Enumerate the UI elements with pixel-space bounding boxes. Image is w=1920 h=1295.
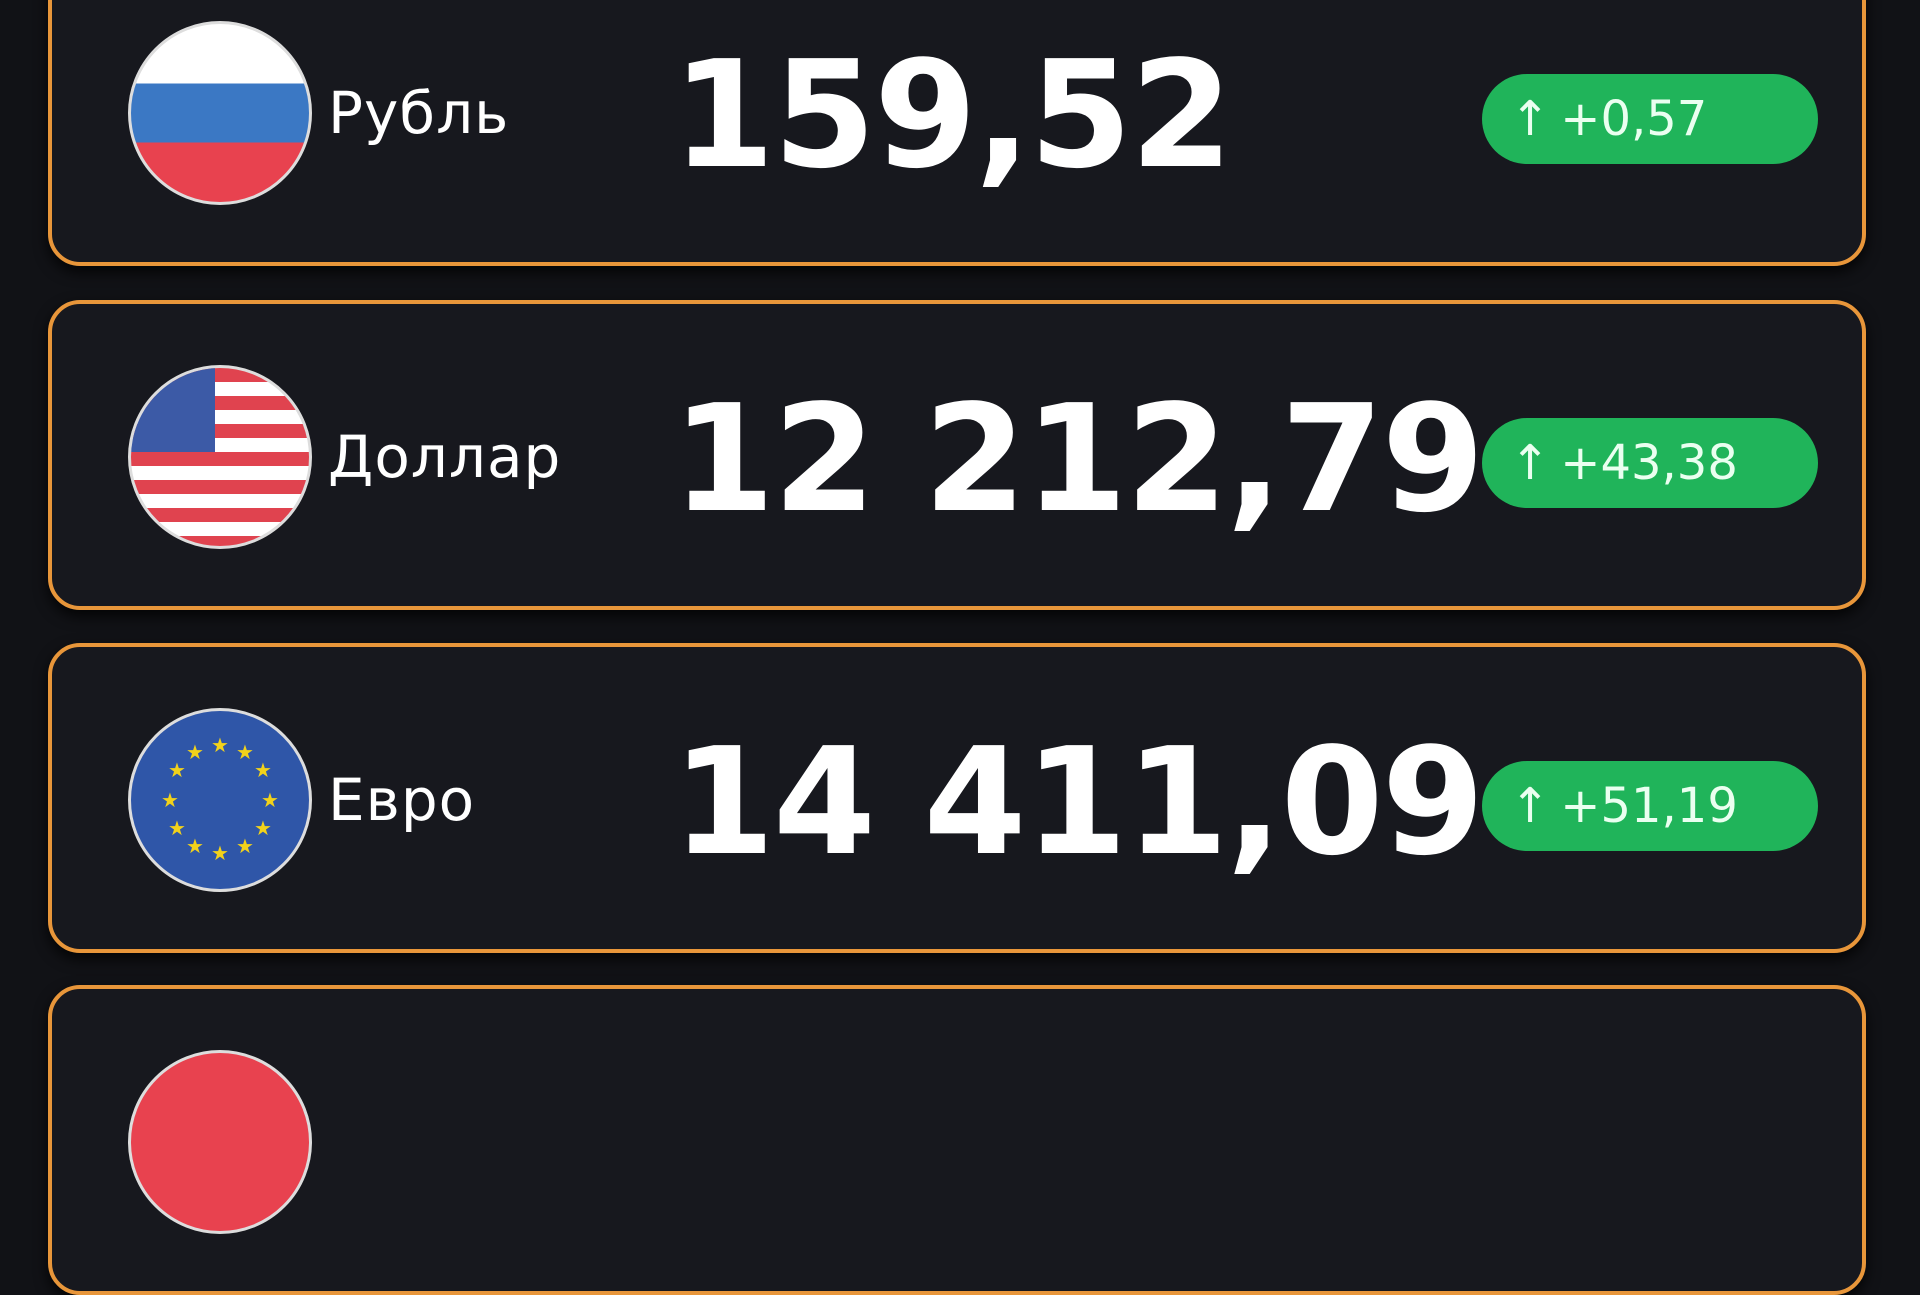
currency-value: 159,52 <box>672 29 1233 201</box>
change-badge: ↑ +51,19 <box>1482 761 1818 851</box>
currency-name: Доллар <box>328 423 562 491</box>
china-flag-icon <box>128 1050 312 1234</box>
usa-flag-icon <box>128 365 312 549</box>
eu-flag-icon: ★ ★ ★ ★ ★ ★ ★ ★ ★ ★ ★ ★ <box>128 708 312 892</box>
change-badge: ↑ +43,38 <box>1482 418 1818 508</box>
svg-text:★: ★ <box>236 834 254 858</box>
svg-text:★: ★ <box>261 788 279 812</box>
svg-text:★: ★ <box>211 733 229 757</box>
usa-flag-canton <box>131 368 215 452</box>
currency-name: Евро <box>328 766 476 834</box>
svg-text:★: ★ <box>186 834 204 858</box>
svg-text:★: ★ <box>161 788 179 812</box>
arrow-up-icon: ↑ <box>1510 778 1551 834</box>
svg-text:★: ★ <box>254 758 272 782</box>
change-badge: ↑ +0,57 <box>1482 74 1818 164</box>
currency-value: 12 212,79 <box>672 373 1485 545</box>
currency-value: 14 411,09 <box>672 716 1485 888</box>
russia-flag-icon <box>128 21 312 205</box>
svg-text:★: ★ <box>211 841 229 865</box>
currency-card-usd[interactable]: Доллар 12 212,79 ↑ +43,38 <box>48 300 1866 610</box>
svg-text:★: ★ <box>236 740 254 764</box>
change-value: +51,19 <box>1560 778 1738 834</box>
currency-card-eur[interactable]: ★ ★ ★ ★ ★ ★ ★ ★ ★ ★ ★ ★ Евро 14 411,09 ↑ +51,19 <box>48 643 1866 953</box>
svg-text:★: ★ <box>254 816 272 840</box>
currency-card-rub[interactable]: Рубль 159,52 ↑ +0,57 <box>48 0 1866 266</box>
svg-text:★: ★ <box>186 740 204 764</box>
change-value: +43,38 <box>1560 435 1738 491</box>
arrow-up-icon: ↑ <box>1510 91 1551 147</box>
svg-text:★: ★ <box>168 816 186 840</box>
svg-text:★: ★ <box>168 758 186 782</box>
currency-card-cny[interactable] <box>48 985 1866 1295</box>
currency-name: Рубль <box>328 79 510 147</box>
change-value: +0,57 <box>1560 91 1708 147</box>
arrow-up-icon: ↑ <box>1510 435 1551 491</box>
